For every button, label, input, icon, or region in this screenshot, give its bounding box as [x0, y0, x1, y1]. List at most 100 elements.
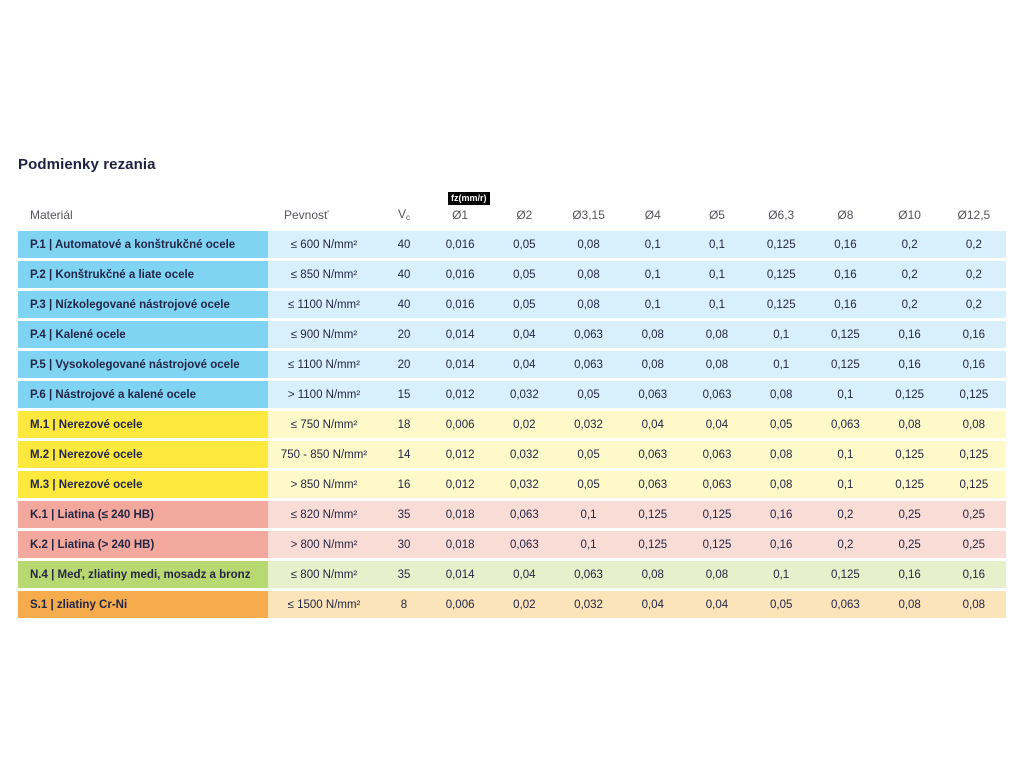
feed-value-cell: 0,08 — [556, 261, 621, 288]
table-row: P.4 | Kalené ocele ≤ 900 N/mm² 20 0,014 0,04… — [18, 321, 1006, 348]
feed-value-cell: 0,014 — [428, 561, 493, 588]
feed-value-cell: 0,125 — [813, 351, 878, 378]
feed-value-cell: 0,1 — [813, 441, 878, 468]
feed-value-cell: 0,2 — [813, 501, 878, 528]
feed-value-cell: 0,02 — [492, 411, 557, 438]
feed-value-cell: 0,08 — [620, 351, 685, 378]
feed-value-cell: 0,25 — [877, 531, 942, 558]
table-row: M.3 | Nerezové ocele > 850 N/mm² 16 0,012 0,… — [18, 471, 1006, 498]
feed-value-cell: 0,08 — [556, 231, 621, 258]
feed-value-cell: 0,063 — [684, 441, 750, 468]
feed-value-cell: 0,04 — [620, 411, 685, 438]
feed-value-cell: 0,1 — [749, 321, 814, 348]
table-row: P.5 | Vysokolegované nástrojové ocele ≤ 1… — [18, 351, 1006, 378]
feed-value-cell: 0,08 — [684, 351, 750, 378]
feed-value-cell: 0,08 — [941, 411, 1006, 438]
feed-value-cell: 0,08 — [749, 381, 814, 408]
feed-value-cell: 0,016 — [428, 231, 493, 258]
col-header-d2: Ø2 — [492, 186, 556, 228]
feed-value-cell: 0,04 — [492, 351, 557, 378]
feed-value-cell: 0,125 — [941, 441, 1006, 468]
feed-value-cell: 0,063 — [813, 591, 878, 618]
diameter-label: Ø12,5 — [957, 208, 991, 222]
feed-value-cell: 0,08 — [684, 561, 750, 588]
feed-value-cell: 0,063 — [684, 381, 750, 408]
feed-value-cell: 0,05 — [556, 471, 621, 498]
feed-value-cell: 0,2 — [877, 291, 942, 318]
material-cell: P.6 | Nástrojové a kalené ocele — [18, 381, 268, 408]
feed-value-cell: 0,16 — [877, 561, 942, 588]
table-row: M.1 | Nerezové ocele ≤ 750 N/mm² 18 0,006 0,… — [18, 411, 1006, 438]
feed-value-cell: 0,018 — [428, 531, 493, 558]
feed-value-cell: 0,2 — [941, 231, 1006, 258]
strength-cell: ≤ 900 N/mm² — [268, 321, 380, 348]
feed-value-cell: 0,05 — [749, 591, 814, 618]
feed-value-cell: 0,08 — [877, 411, 942, 438]
vc-cell: 15 — [380, 381, 428, 408]
feed-value-cell: 0,1 — [556, 501, 621, 528]
feed-value-cell: 0,25 — [941, 531, 1006, 558]
feed-value-cell: 0,1 — [556, 531, 621, 558]
table-row: K.2 | Liatina (> 240 HB) > 800 N/mm² 30 0,0… — [18, 531, 1006, 558]
feed-value-cell: 0,08 — [941, 591, 1006, 618]
feed-value-cell: 0,2 — [877, 261, 942, 288]
feed-value-cell: 0,2 — [941, 291, 1006, 318]
feed-value-cell: 0,04 — [492, 561, 557, 588]
diameter-label: Ø4 — [644, 208, 661, 222]
feed-value-cell: 0,016 — [428, 261, 493, 288]
feed-value-cell: 0,05 — [492, 291, 557, 318]
diameter-label: Ø2 — [516, 208, 533, 222]
col-header-d3: Ø3,15 — [556, 186, 620, 228]
feed-value-cell: 0,08 — [620, 321, 685, 348]
table-row: P.3 | Nízkolegované nástrojové ocele ≤ 11… — [18, 291, 1006, 318]
feed-value-cell: 0,006 — [428, 411, 493, 438]
col-header-vc: Vc — [380, 186, 428, 228]
table-header: Materiál Pevnosť Vc fz(mm/r) Ø1 Ø2 Ø3,15 … — [18, 186, 1006, 228]
vc-cell: 40 — [380, 291, 428, 318]
feed-value-cell: 0,012 — [428, 381, 493, 408]
feed-value-cell: 0,125 — [620, 531, 685, 558]
table-row: P.2 | Konštrukčné a liate ocele ≤ 850 N/m… — [18, 261, 1006, 288]
material-cell: K.2 | Liatina (> 240 HB) — [18, 531, 268, 558]
page-title: Podmienky rezania — [18, 156, 156, 173]
feed-value-cell: 0,1 — [620, 291, 685, 318]
strength-cell: ≤ 850 N/mm² — [268, 261, 380, 288]
strength-cell: ≤ 600 N/mm² — [268, 231, 380, 258]
table-row: P.6 | Nástrojové a kalené ocele > 1100 N/… — [18, 381, 1006, 408]
vc-cell: 30 — [380, 531, 428, 558]
feed-value-cell: 0,063 — [620, 441, 685, 468]
feed-value-cell: 0,1 — [684, 231, 750, 258]
material-cell: P.2 | Konštrukčné a liate ocele — [18, 261, 268, 288]
feed-value-cell: 0,032 — [492, 441, 557, 468]
feed-value-cell: 0,08 — [620, 561, 685, 588]
feed-value-cell: 0,032 — [556, 591, 621, 618]
feed-value-cell: 0,16 — [877, 351, 942, 378]
vc-cell: 40 — [380, 231, 428, 258]
material-cell: N.4 | Meď, zliatiny medi, mosadz a bronz — [18, 561, 268, 588]
feed-value-cell: 0,05 — [492, 231, 557, 258]
feed-value-cell: 0,04 — [684, 411, 750, 438]
feed-value-cell: 0,08 — [556, 291, 621, 318]
feed-value-cell: 0,063 — [813, 411, 878, 438]
feed-value-cell: 0,02 — [492, 591, 557, 618]
feed-value-cell: 0,063 — [556, 561, 621, 588]
cutting-conditions-section: Podmienky rezania Materiál Pevnosť Vc fz… — [18, 156, 1006, 621]
feed-value-cell: 0,063 — [620, 381, 685, 408]
feed-value-cell: 0,1 — [813, 471, 878, 498]
feed-value-cell: 0,063 — [492, 501, 557, 528]
feed-value-cell: 0,1 — [749, 561, 814, 588]
material-cell: P.1 | Automatové a konštrukčné ocele — [18, 231, 268, 258]
feed-value-cell: 0,1 — [684, 261, 750, 288]
feed-value-cell: 0,032 — [556, 411, 621, 438]
feed-value-cell: 0,16 — [941, 561, 1006, 588]
feed-value-cell: 0,012 — [428, 441, 493, 468]
feed-value-cell: 0,05 — [556, 441, 621, 468]
feed-value-cell: 0,16 — [941, 321, 1006, 348]
diameter-label: Ø1 — [452, 208, 469, 222]
vc-cell: 35 — [380, 501, 428, 528]
strength-cell: ≤ 800 N/mm² — [268, 561, 380, 588]
feed-value-cell: 0,2 — [941, 261, 1006, 288]
diameter-label: Ø8 — [837, 208, 854, 222]
vc-cell: 20 — [380, 351, 428, 378]
feed-value-cell: 0,08 — [684, 321, 750, 348]
